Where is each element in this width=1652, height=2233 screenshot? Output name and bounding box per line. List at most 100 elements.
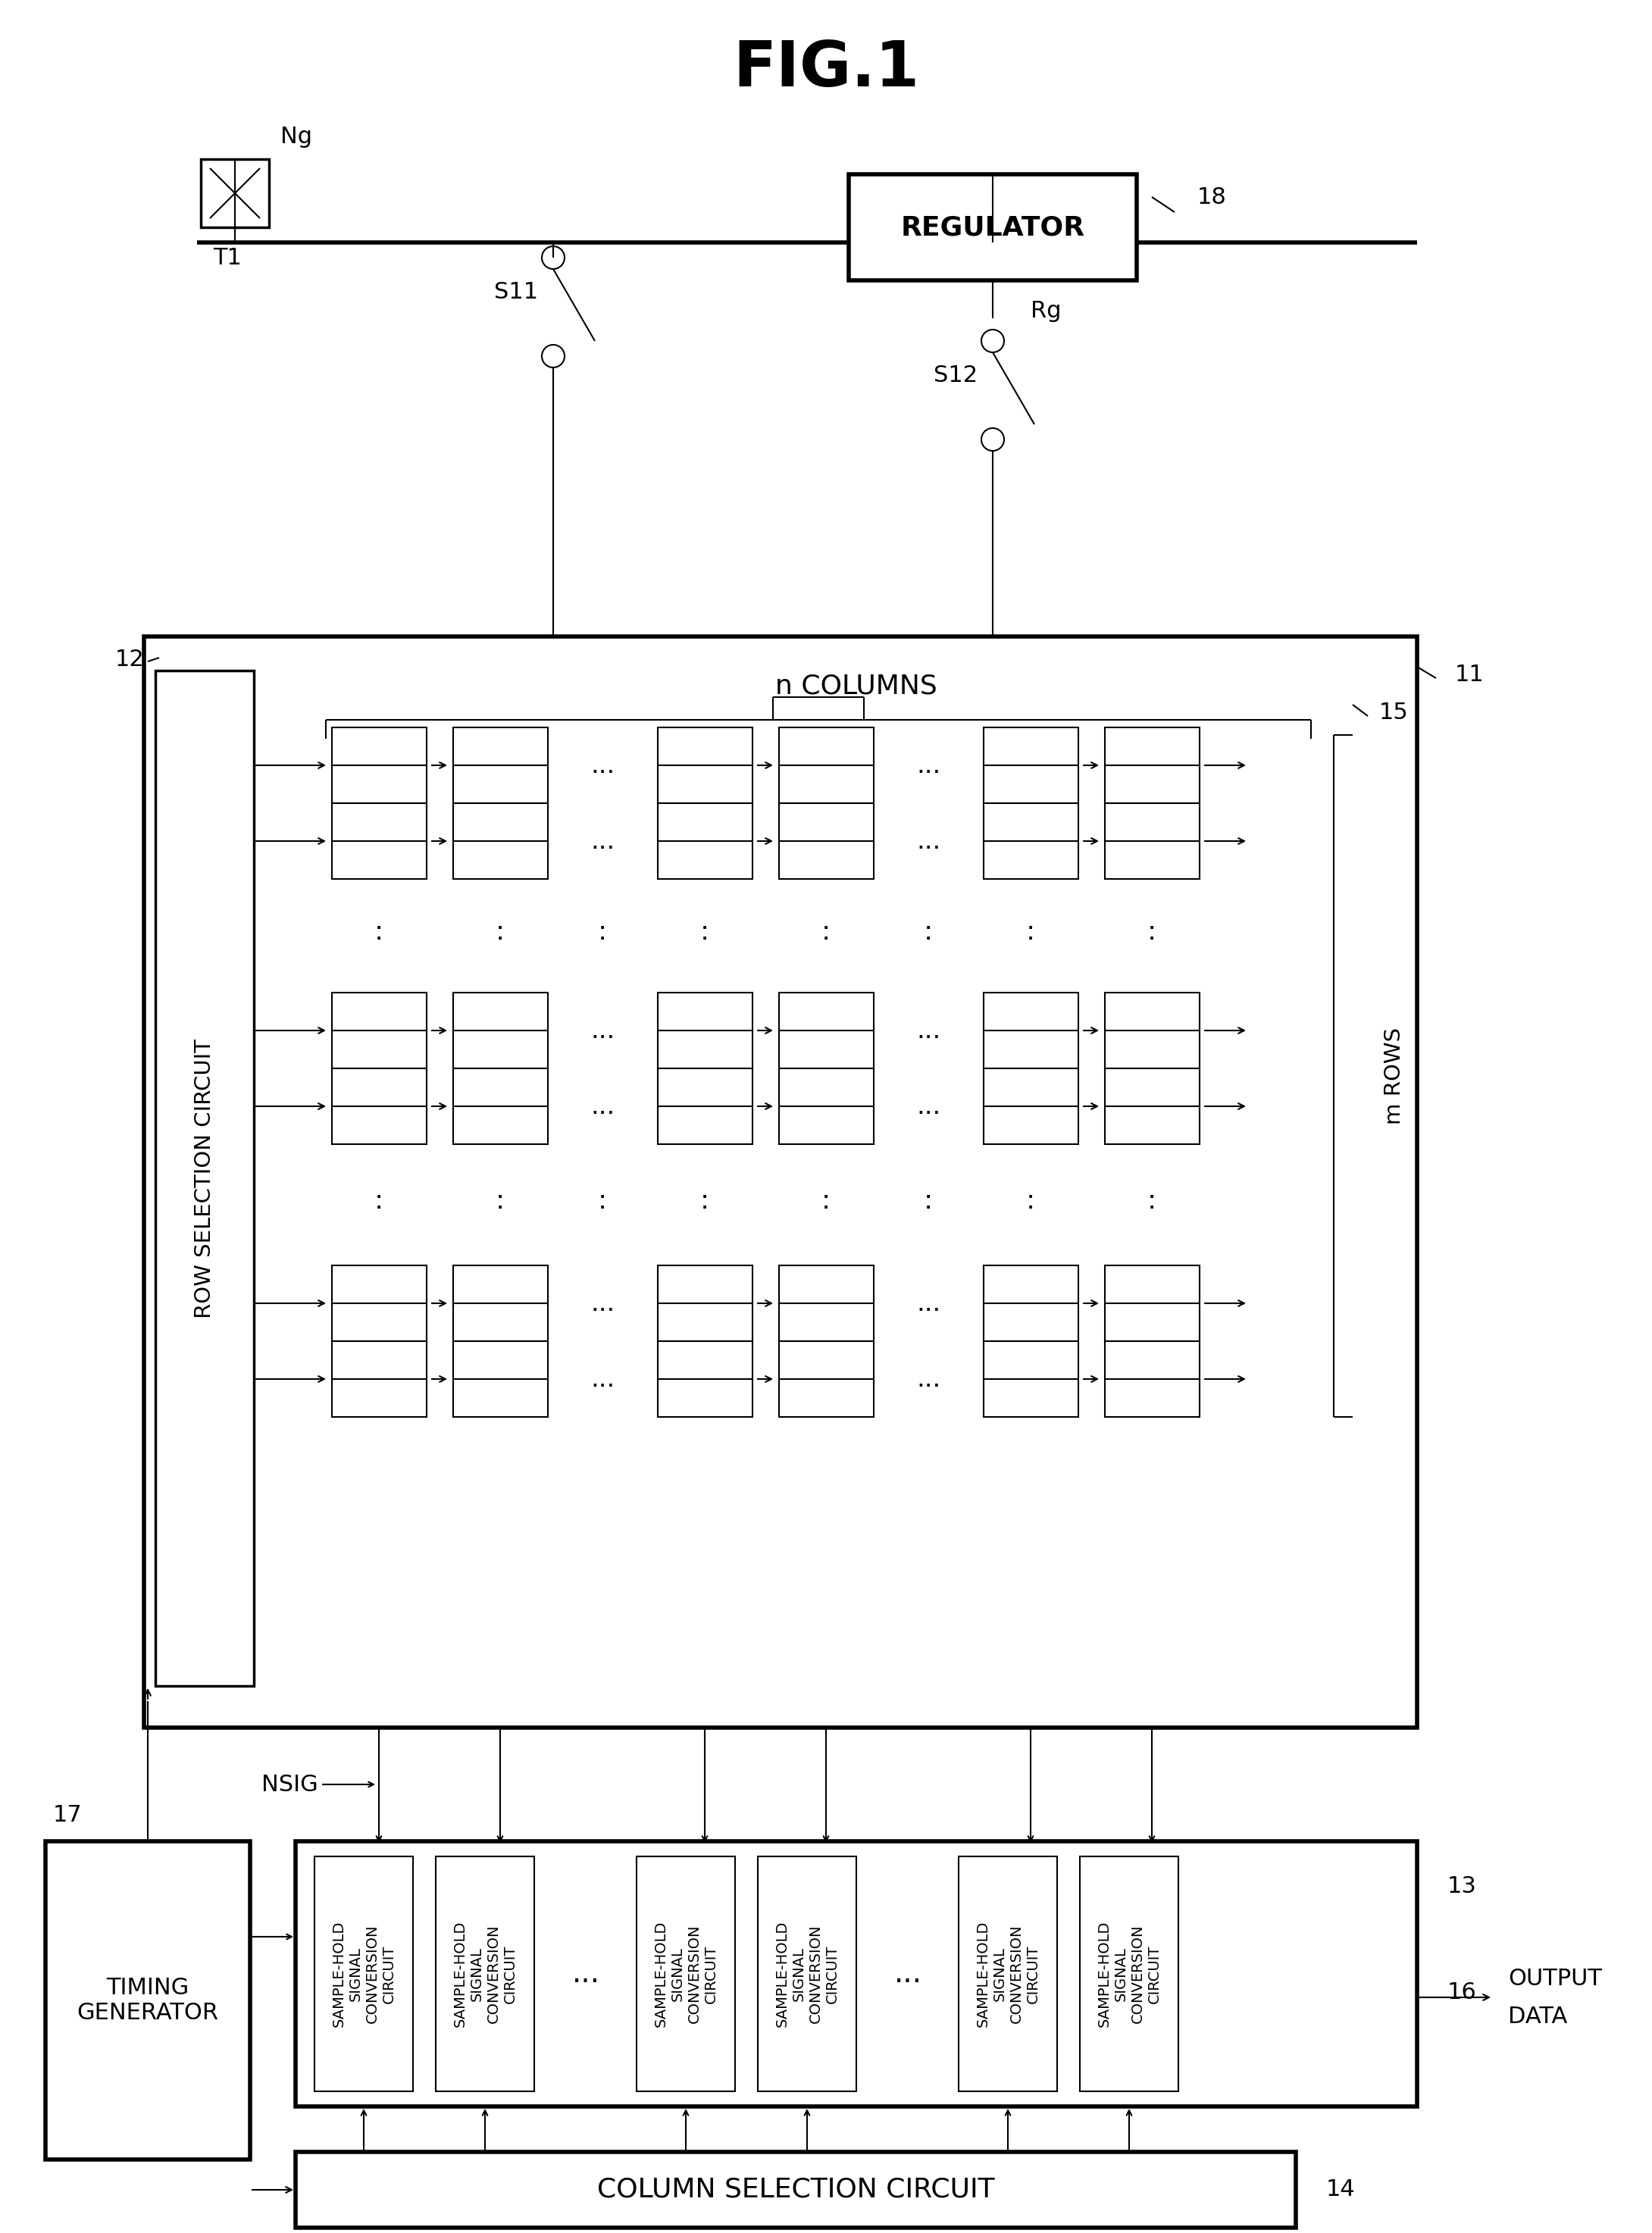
Bar <box>144 636 1417 1728</box>
Text: :: : <box>1026 1188 1036 1215</box>
Text: :: : <box>598 920 606 945</box>
Bar <box>780 804 874 880</box>
Bar <box>332 728 426 804</box>
Bar <box>1080 1856 1178 2092</box>
Text: ...: ... <box>590 1291 615 1315</box>
Bar <box>332 1067 426 1143</box>
Bar <box>657 1342 753 1418</box>
Bar <box>758 1856 856 2092</box>
Text: T1: T1 <box>213 246 241 268</box>
Text: :: : <box>1026 920 1036 945</box>
Bar <box>780 728 874 804</box>
Text: 16: 16 <box>1447 1983 1477 2003</box>
Bar <box>657 1266 753 1342</box>
Text: TIMING
GENERATOR: TIMING GENERATOR <box>78 1976 218 2023</box>
Text: :: : <box>821 1188 831 1215</box>
Text: SAMPLE-HOLD
SIGNAL
CONVERSION
CIRCUIT: SAMPLE-HOLD SIGNAL CONVERSION CIRCUIT <box>1097 1920 1161 2028</box>
Bar <box>1105 994 1199 1067</box>
Text: DATA: DATA <box>1508 2005 1568 2028</box>
Text: Rg: Rg <box>1031 299 1061 322</box>
Text: :: : <box>496 1188 506 1215</box>
Bar <box>453 804 548 880</box>
Text: S12: S12 <box>933 364 978 386</box>
Bar <box>296 1842 1417 2106</box>
Bar <box>657 1067 753 1143</box>
Text: SAMPLE-HOLD
SIGNAL
CONVERSION
CIRCUIT: SAMPLE-HOLD SIGNAL CONVERSION CIRCUIT <box>332 1920 396 2028</box>
Bar <box>983 1067 1079 1143</box>
Text: 12: 12 <box>114 648 144 670</box>
Bar <box>453 1266 548 1342</box>
Text: 11: 11 <box>1455 663 1485 686</box>
Text: 14: 14 <box>1327 2179 1356 2202</box>
Text: :: : <box>700 920 709 945</box>
Bar <box>780 1067 874 1143</box>
Text: :: : <box>821 920 831 945</box>
Bar <box>983 728 1079 804</box>
Text: n COLUMNS: n COLUMNS <box>775 672 937 699</box>
Text: ...: ... <box>590 1367 615 1391</box>
Text: 18: 18 <box>1198 185 1227 208</box>
Text: :: : <box>923 920 933 945</box>
Text: :: : <box>375 1188 383 1215</box>
Text: ...: ... <box>917 1018 940 1043</box>
Bar <box>202 159 269 228</box>
Text: :: : <box>598 1188 606 1215</box>
Text: NSIG: NSIG <box>261 1773 319 1795</box>
Bar <box>780 994 874 1067</box>
Bar <box>849 174 1137 281</box>
Text: :: : <box>496 920 506 945</box>
Bar <box>453 994 548 1067</box>
Text: ...: ... <box>590 828 615 853</box>
Bar <box>46 1842 249 2159</box>
Text: :: : <box>923 1188 933 1215</box>
Text: ...: ... <box>572 1961 600 1987</box>
Text: 17: 17 <box>53 1804 83 1827</box>
Bar <box>1105 1067 1199 1143</box>
Bar <box>314 1856 413 2092</box>
Text: REGULATOR: REGULATOR <box>900 214 1085 241</box>
Text: 15: 15 <box>1379 701 1409 723</box>
Text: OUTPUT: OUTPUT <box>1508 1967 1602 1990</box>
Bar <box>453 1067 548 1143</box>
Text: 13: 13 <box>1447 1876 1477 1898</box>
Text: ...: ... <box>894 1961 922 1987</box>
Text: SAMPLE-HOLD
SIGNAL
CONVERSION
CIRCUIT: SAMPLE-HOLD SIGNAL CONVERSION CIRCUIT <box>775 1920 839 2028</box>
Text: SAMPLE-HOLD
SIGNAL
CONVERSION
CIRCUIT: SAMPLE-HOLD SIGNAL CONVERSION CIRCUIT <box>654 1920 719 2028</box>
Bar <box>780 1266 874 1342</box>
Bar <box>983 1342 1079 1418</box>
Text: ROW SELECTION CIRCUIT: ROW SELECTION CIRCUIT <box>193 1038 215 1317</box>
Bar <box>958 1856 1057 2092</box>
Text: SAMPLE-HOLD
SIGNAL
CONVERSION
CIRCUIT: SAMPLE-HOLD SIGNAL CONVERSION CIRCUIT <box>976 1920 1041 2028</box>
Text: ...: ... <box>917 753 940 777</box>
Bar <box>436 1856 534 2092</box>
Bar <box>636 1856 735 2092</box>
Text: :: : <box>1146 920 1156 945</box>
Text: ...: ... <box>917 1367 940 1391</box>
Text: ...: ... <box>590 1018 615 1043</box>
Text: ...: ... <box>917 828 940 853</box>
Bar <box>657 804 753 880</box>
Bar <box>983 804 1079 880</box>
Text: ...: ... <box>590 1094 615 1119</box>
Bar <box>453 728 548 804</box>
Text: m ROWS: m ROWS <box>1384 1027 1404 1125</box>
Bar <box>332 994 426 1067</box>
Text: :: : <box>1146 1188 1156 1215</box>
Bar <box>453 1342 548 1418</box>
Text: ...: ... <box>590 753 615 777</box>
Bar <box>155 670 254 1686</box>
Bar <box>332 1342 426 1418</box>
Bar <box>1105 728 1199 804</box>
Bar <box>780 1342 874 1418</box>
Bar <box>657 994 753 1067</box>
Text: S11: S11 <box>494 281 539 304</box>
Text: Ng: Ng <box>281 125 312 147</box>
Bar <box>657 728 753 804</box>
Bar <box>332 804 426 880</box>
Bar <box>1105 1342 1199 1418</box>
Text: ...: ... <box>917 1291 940 1315</box>
Text: :: : <box>700 1188 709 1215</box>
Text: SAMPLE-HOLD
SIGNAL
CONVERSION
CIRCUIT: SAMPLE-HOLD SIGNAL CONVERSION CIRCUIT <box>453 1920 517 2028</box>
Bar <box>296 2153 1295 2229</box>
Bar <box>1105 1266 1199 1342</box>
